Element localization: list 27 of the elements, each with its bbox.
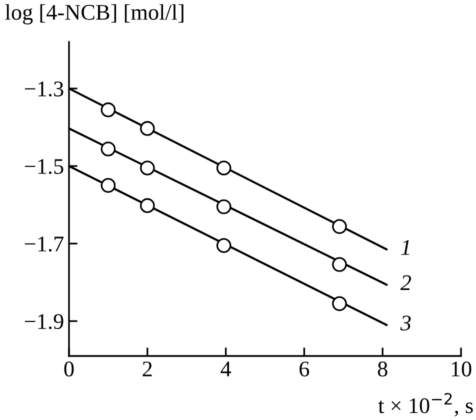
point <box>140 160 155 176</box>
point <box>332 219 347 234</box>
x-tick-label: 6 <box>300 362 310 376</box>
x-axis-title: t × 10$^{−2}$, s <box>378 392 473 416</box>
point <box>100 102 116 118</box>
point <box>332 296 347 312</box>
x-tick-label: 8 <box>378 362 388 376</box>
x-tick-label: 4 <box>220 362 232 376</box>
point <box>100 178 116 193</box>
point <box>216 238 232 253</box>
y-axis-title: log [4-NCB] [mol/l] <box>5 4 184 24</box>
y-tick-label: −1.9 <box>24 314 64 330</box>
y-tick-label: −1.5 <box>24 159 64 174</box>
x-tick-label: 2 <box>142 362 152 376</box>
y-tick-label: −1.7 <box>24 236 64 252</box>
x-tick-label: 10 <box>452 362 472 376</box>
point <box>332 257 347 272</box>
y-tick-label: −1.3 <box>24 82 64 97</box>
point <box>140 121 155 136</box>
series-label: 1 <box>401 240 410 255</box>
series-label: 2 <box>400 275 412 290</box>
point <box>140 198 155 214</box>
point <box>216 199 232 214</box>
point <box>100 142 116 156</box>
x-tick-label: 0 <box>64 362 74 376</box>
series-label: 3 <box>400 316 411 331</box>
point <box>216 160 232 176</box>
